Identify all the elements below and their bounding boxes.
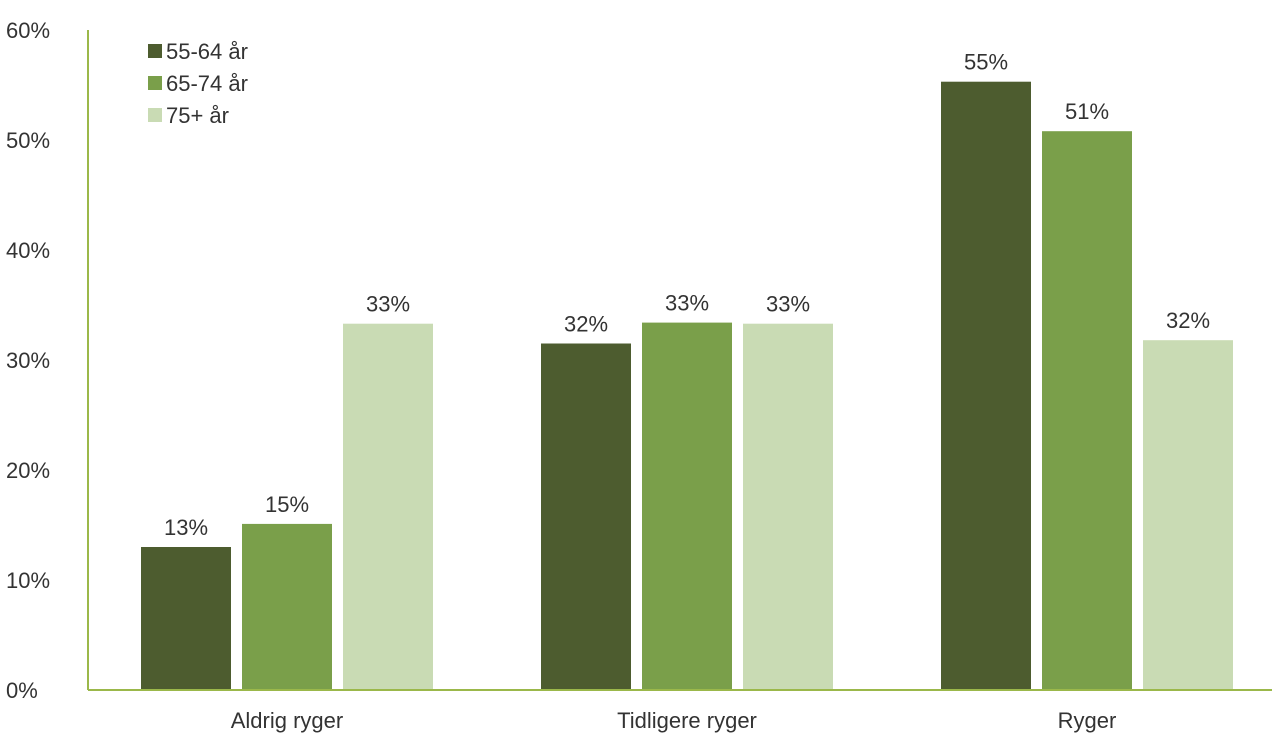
x-category-label: Tidligere ryger [617,708,757,733]
bar [642,322,732,690]
legend-swatch [148,108,162,122]
bar [141,547,231,690]
bar [242,523,332,690]
bar [541,343,631,690]
legend-swatch [148,76,162,90]
y-axis-ticks: 0% 10% 20% 30% 40% 50% 60% [6,18,50,703]
data-label: 33% [665,291,709,316]
y-tick-label: 20% [6,458,50,483]
bars-group [141,81,1233,690]
data-label: 51% [1065,99,1109,124]
axes-group [87,30,1272,691]
y-tick-label: 0% [6,678,38,703]
y-tick-label: 30% [6,348,50,373]
data-label: 33% [766,292,810,317]
legend-label: 65-74 år [166,71,248,96]
data-label: 15% [265,492,309,517]
data-label: 55% [964,50,1008,75]
bar [1042,131,1132,690]
data-label: 32% [564,312,608,337]
data-label: 32% [1166,308,1210,333]
data-labels-group: 13% 15% 33% 32% 33% 33% 55% 51% 32% [164,50,1210,540]
bar [1143,340,1233,690]
y-tick-label: 10% [6,568,50,593]
bar [343,323,433,690]
x-category-label: Aldrig ryger [231,708,343,733]
x-axis-category-labels: Aldrig ryger Tidligere ryger Ryger [231,708,1117,733]
legend-label: 75+ år [166,103,229,128]
y-tick-label: 60% [6,18,50,43]
bar [743,323,833,690]
y-tick-label: 50% [6,128,50,153]
legend-swatch [148,44,162,58]
legend: 55-64 år 65-74 år 75+ år [148,39,248,128]
bar [941,81,1031,690]
data-label: 33% [366,292,410,317]
data-label: 13% [164,515,208,540]
legend-label: 55-64 år [166,39,248,64]
y-tick-label: 40% [6,238,50,263]
x-category-label: Ryger [1058,708,1117,733]
